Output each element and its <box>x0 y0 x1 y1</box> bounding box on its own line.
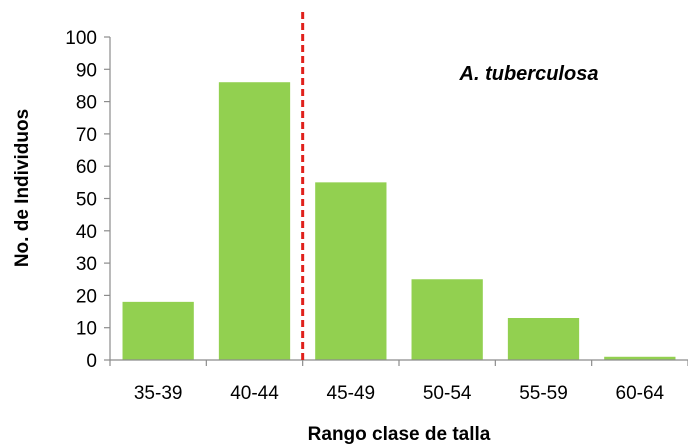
bar-45-49 <box>315 182 387 360</box>
y-tick-label: 70 <box>76 125 97 146</box>
y-tick-label: 90 <box>76 60 97 81</box>
chart-annotation: A. tuberculosa <box>459 63 599 85</box>
x-axis: 35-39 40-44 45-49 50-54 55-59 60-64 <box>109 359 688 404</box>
bars <box>122 82 676 360</box>
y-axis-title: No. de Individuos <box>12 109 33 267</box>
x-tick-label: 35-39 <box>134 383 183 404</box>
x-tick-label: 55-59 <box>519 383 568 404</box>
bar-35-39 <box>122 301 194 360</box>
y-tick-label: 100 <box>65 28 97 49</box>
x-tick-label: 50-54 <box>423 383 472 404</box>
y-axis: 0 10 20 30 40 50 60 70 80 90 100 <box>65 28 111 372</box>
y-tick-label: 30 <box>76 254 97 275</box>
x-tick-label: 60-64 <box>616 383 665 404</box>
x-tick-label: 40-44 <box>230 383 279 404</box>
bar-55-59 <box>507 318 580 360</box>
bar-60-64 <box>604 356 676 360</box>
y-tick-label: 40 <box>76 222 97 243</box>
y-tick-label: 80 <box>76 93 97 114</box>
x-axis-title: Rango clase de talla <box>308 424 491 445</box>
bar-50-54 <box>411 279 483 360</box>
y-tick-label: 10 <box>76 319 97 340</box>
bar-40-44 <box>218 82 291 360</box>
y-tick-label: 50 <box>76 190 97 211</box>
x-tick-label: 45-49 <box>327 383 376 404</box>
y-tick-label: 60 <box>76 157 97 178</box>
y-tick-label: 0 <box>86 351 97 372</box>
y-tick-label: 20 <box>76 286 97 307</box>
